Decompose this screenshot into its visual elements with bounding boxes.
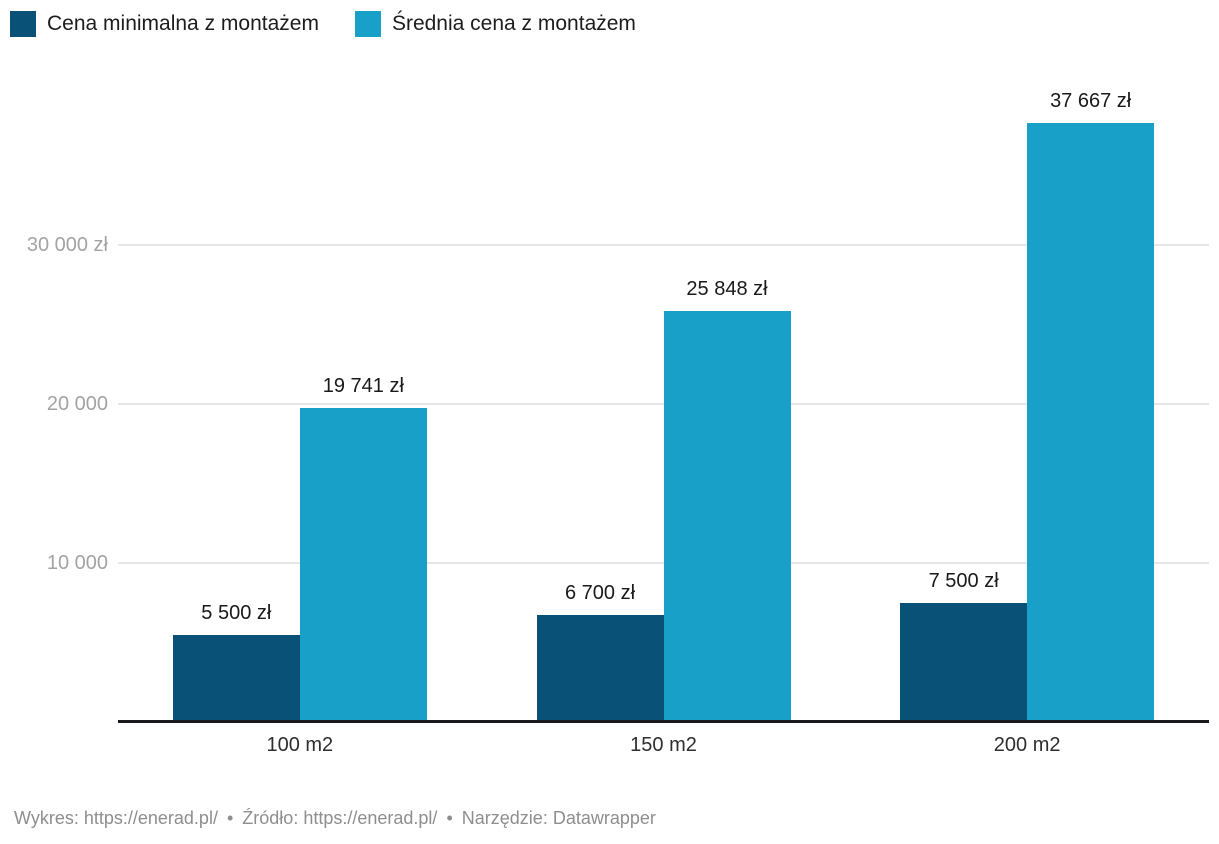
tool-link[interactable]: Datawrapper bbox=[552, 808, 656, 828]
source-link[interactable]: https://enerad.pl/ bbox=[303, 808, 438, 828]
footer-separator: • bbox=[446, 808, 453, 828]
attribution-footer: Wykres: https://enerad.pl/ • Źródło: htt… bbox=[14, 806, 656, 830]
bar-avg-200m2 bbox=[1027, 123, 1155, 722]
tool-label: Narzędzie: bbox=[461, 808, 548, 828]
y-tick-label-30000: 30 000 zł bbox=[26, 234, 108, 256]
bar-avg-100m2 bbox=[299, 408, 427, 722]
legend-label-min-price: Cena minimalna z montażem bbox=[47, 12, 319, 35]
x-category-label-100m2: 100 m2 bbox=[266, 734, 334, 756]
chart-credit-label: Wykres: bbox=[14, 808, 79, 828]
legend-swatch-min-price bbox=[10, 11, 36, 37]
bar-min-200m2 bbox=[900, 603, 1028, 722]
value-label-avg-100m2: 19 741 zł bbox=[322, 375, 404, 397]
value-label-avg-150m2: 25 848 zł bbox=[686, 278, 768, 300]
legend-label-avg-price: Średnia cena z montażem bbox=[391, 12, 636, 35]
bar-min-100m2 bbox=[172, 635, 300, 722]
legend-item-avg-price: Średnia cena z montażem bbox=[354, 11, 636, 37]
bar-min-150m2 bbox=[536, 615, 664, 722]
source-label: Źródło: bbox=[242, 808, 299, 828]
y-tick-label-10000: 10 000 bbox=[46, 552, 108, 574]
y-tick-label-20000: 20 000 bbox=[46, 393, 108, 415]
legend-swatch-avg-price bbox=[354, 11, 381, 37]
value-label-min-100m2: 5 500 zł bbox=[201, 602, 272, 624]
value-label-min-150m2: 6 700 zł bbox=[564, 582, 636, 604]
gridline-30000 bbox=[118, 244, 1209, 246]
legend-item-min-price: Cena minimalna z montażem bbox=[10, 11, 319, 37]
legend: Cena minimalna z montażem Średnia cena z… bbox=[10, 11, 636, 37]
value-label-avg-200m2: 37 667 zł bbox=[1050, 90, 1132, 112]
x-axis-line bbox=[118, 720, 1209, 723]
bar-avg-150m2 bbox=[663, 311, 791, 722]
x-category-label-200m2: 200 m2 bbox=[993, 734, 1061, 756]
value-label-min-200m2: 7 500 zł bbox=[928, 570, 999, 592]
chart-credit-link[interactable]: https://enerad.pl/ bbox=[83, 808, 218, 828]
x-category-label-150m2: 150 m2 bbox=[630, 734, 697, 756]
footer-separator: • bbox=[226, 808, 234, 828]
